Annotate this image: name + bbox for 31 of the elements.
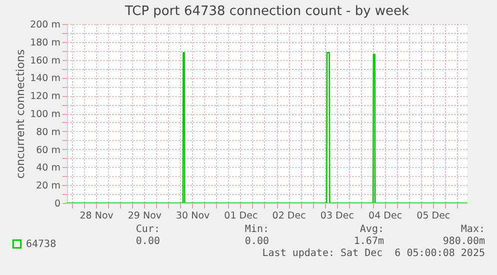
y-tick-label: 120 m — [30, 91, 60, 102]
y-tick-label: 40 m — [36, 162, 60, 174]
text: 980.00m — [442, 236, 485, 247]
y-tick-label: 20 m — [36, 180, 60, 192]
y-tick-label: 100 m — [30, 109, 60, 120]
x-tick-label: 02 Dec — [272, 210, 306, 222]
x-tick-label: 05 Dec — [416, 210, 450, 222]
chart-title: TCP port 64738 connection count - by week — [124, 4, 410, 19]
text: 1.67m — [354, 236, 384, 247]
text: 0.00 — [136, 236, 160, 247]
x-tick-label: 03 Dec — [320, 210, 354, 222]
x-tick-label: 29 Nov — [128, 210, 162, 222]
y-tick-label: 60 m — [36, 144, 60, 156]
y-tick-label: 80 m — [36, 126, 60, 138]
x-tick-label: 01 Dec — [224, 210, 258, 222]
text: Min: — [244, 224, 269, 235]
y-axis-title: concurrent connections — [14, 49, 28, 179]
text: Cur: — [136, 224, 160, 235]
text: Last update: Sat Dec 6 05:00:08 2025 — [262, 248, 485, 259]
text: Avg: — [360, 224, 384, 235]
legend-label: 64738 — [26, 239, 56, 250]
x-tick-label: 04 Dec — [368, 210, 402, 222]
y-tick-label: 200 m — [30, 20, 60, 30]
text: 0.00 — [244, 236, 269, 247]
x-tick-label: 28 Nov — [80, 210, 114, 222]
x-tick-label: 30 Nov — [176, 210, 210, 222]
y-tick-label: 180 m — [30, 37, 60, 48]
y-tick-label: 160 m — [30, 55, 60, 66]
y-tick-label: 0 — [54, 198, 60, 210]
y-tick-label: 140 m — [30, 73, 60, 84]
text: Max: — [460, 224, 485, 235]
